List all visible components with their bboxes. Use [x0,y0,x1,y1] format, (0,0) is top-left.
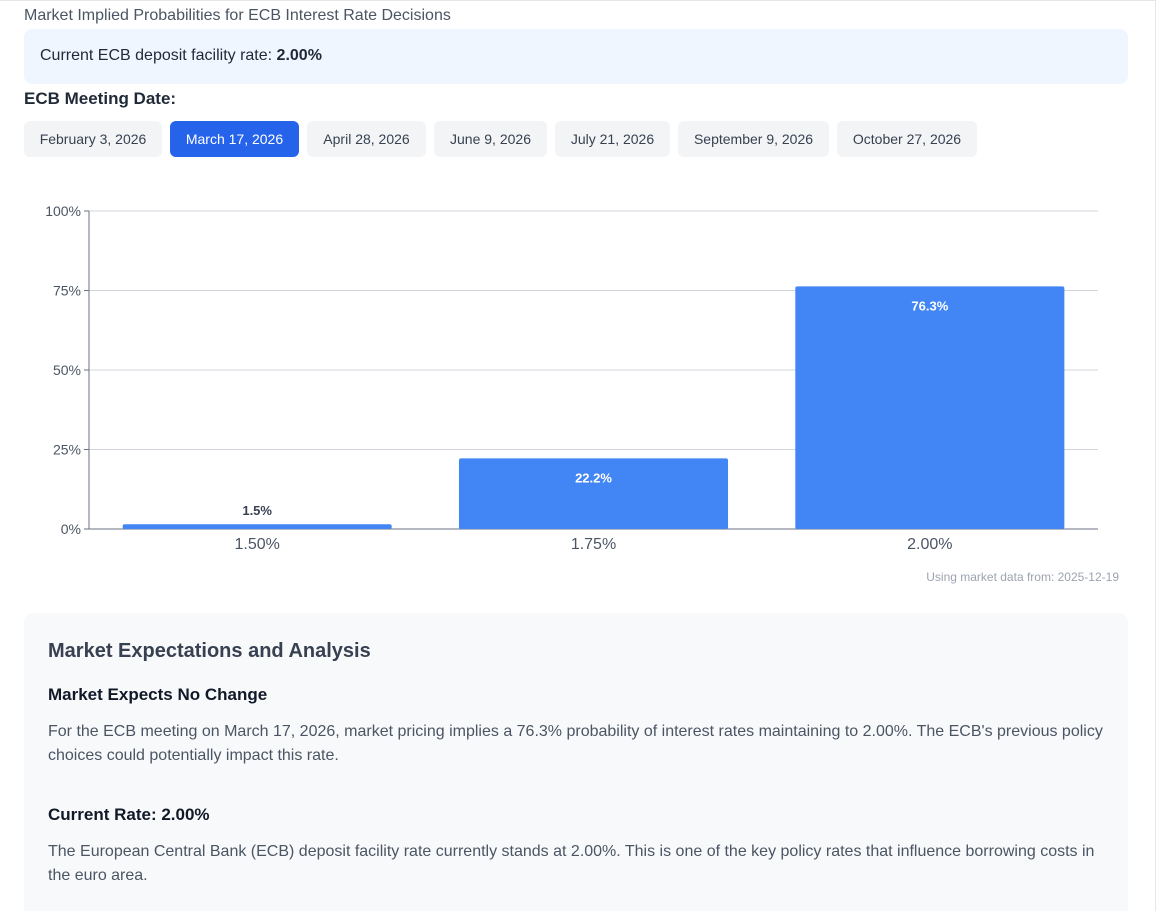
bar-data-label: 1.5% [242,503,272,518]
tab-meeting-date[interactable]: October 27, 2026 [837,121,977,157]
y-tick-label: 100% [45,203,81,219]
tab-meeting-date[interactable]: April 28, 2026 [307,121,426,157]
current-rate-value: 2.00% [276,47,322,64]
current-rate-label: Current ECB deposit facility rate: [40,47,277,64]
section-heading: Current Rate: 2.00% [48,805,210,824]
tab-meeting-date[interactable]: July 21, 2026 [555,121,670,157]
y-tick-label: 0% [61,521,81,537]
bar [795,286,1065,529]
probability-bar-chart: 0% 25% 50% 75% 100% 1.5% 1.50% 22.2% 1.75% 76.3% 2… [45,203,1098,553]
tab-meeting-date[interactable]: June 9, 2026 [434,121,547,157]
analysis-panel: Market Expectations and Analysis Market … [24,613,1128,911]
current-rate-box: Current ECB deposit facility rate: 2.00% [24,29,1128,84]
page-title: Market Implied Probabilities for ECB Int… [24,7,451,24]
section-text: The European Central Bank (ECB) deposit … [48,843,1095,884]
tab-meeting-date[interactable]: September 9, 2026 [678,121,829,157]
section-heading: Market Expects No Change [48,685,268,704]
y-tick-label: 25% [53,442,81,458]
y-tick-label: 50% [53,362,81,378]
y-tick-label: 75% [53,283,81,299]
bar [458,458,729,529]
x-tick-label: 1.75% [571,536,616,553]
bar-data-label: 22.2% [575,470,612,485]
bar [122,524,392,529]
bar-data-label: 76.3% [911,298,948,313]
analysis-title: Market Expectations and Analysis [48,640,371,662]
x-tick-label: 2.00% [907,536,952,553]
tab-meeting-date[interactable]: February 3, 2026 [24,121,162,157]
section-text: For the ECB meeting on March 17, 2026, m… [48,723,1103,764]
data-source-note: Using market data from: 2025-12-19 [926,570,1119,584]
tab-meeting-date[interactable]: March 17, 2026 [170,121,299,157]
meeting-date-heading: ECB Meeting Date: [24,89,177,108]
x-tick-label: 1.50% [234,536,279,553]
